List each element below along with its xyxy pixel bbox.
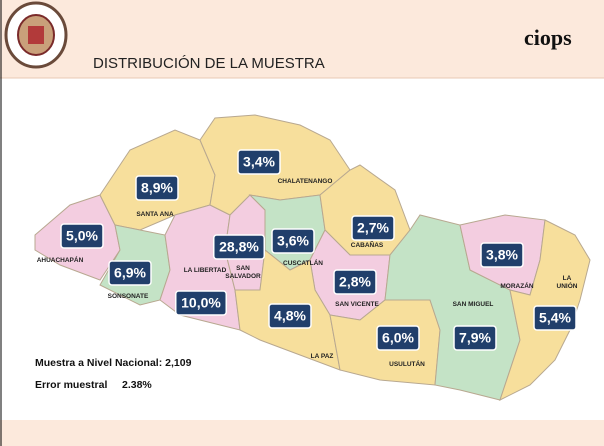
- value-box: [175, 290, 227, 316]
- brand-logo: ciops: [524, 25, 572, 50]
- department-name: AHUACHAPÁN: [37, 255, 84, 264]
- value-label: 4,8%: [274, 308, 306, 324]
- value-box: [268, 303, 312, 329]
- value-label: 28,8%: [219, 239, 259, 255]
- error-label: Error muestral: [35, 379, 107, 391]
- value-box: [60, 223, 104, 249]
- value-box: [237, 149, 281, 175]
- emblem: [4, 1, 68, 69]
- department-name: SAN MIGUEL: [453, 301, 494, 308]
- value-label: 3,4%: [243, 154, 275, 170]
- value-box: [108, 260, 152, 286]
- department-name: LA PAZ: [311, 353, 334, 360]
- value-box: [376, 325, 420, 351]
- department-labels: AHUACHAPÁN 5,0% SANTA ANA 8,9% SONSONATE 6,9%…: [37, 149, 578, 368]
- department-name: LA: [563, 275, 572, 282]
- sample-note: Muestra a Nivel Nacional: 2,109: [35, 357, 192, 369]
- department-name: SALVADOR: [225, 273, 261, 280]
- value-box: [271, 228, 315, 254]
- value-box: [333, 269, 377, 295]
- value-label: 5,4%: [539, 310, 571, 326]
- value-label: 6,0%: [382, 330, 414, 346]
- footer-band: [0, 420, 604, 446]
- value-box: [213, 234, 265, 260]
- value-box: [135, 175, 179, 201]
- department-name: CHALATENANGO: [278, 178, 333, 185]
- value-label: 3,6%: [277, 233, 309, 249]
- value-label: 10,0%: [181, 295, 221, 311]
- department-name: USULUTÁN: [389, 359, 425, 368]
- department-name: CABAÑAS: [351, 240, 384, 249]
- department-name: UNIÓN: [557, 281, 578, 290]
- department-name: MORAZÁN: [500, 281, 534, 290]
- value-box: [351, 215, 395, 241]
- value-box: [480, 242, 524, 268]
- department-name: SAN: [236, 265, 250, 272]
- value-label: 2,7%: [357, 220, 389, 236]
- value-label: 5,0%: [66, 228, 98, 244]
- department-name: LA LIBERTAD: [184, 267, 227, 274]
- value-label: 3,8%: [486, 247, 518, 263]
- value-box: [533, 305, 577, 331]
- header-band: [0, 0, 604, 78]
- department-name: SONSONATE: [108, 293, 149, 300]
- value-label: 6,9%: [114, 265, 146, 281]
- error-value: 2.38%: [122, 379, 152, 391]
- department-name: SAN VICENTE: [335, 301, 379, 308]
- department-name: CUSCATLÁN: [283, 258, 323, 267]
- title: DISTRIBUCIÓN DE LA MUESTRA: [93, 55, 325, 72]
- department-name: SANTA ANA: [136, 211, 174, 218]
- value-label: 2,8%: [339, 274, 371, 290]
- value-label: 8,9%: [141, 180, 173, 196]
- value-label: 7,9%: [459, 330, 491, 346]
- value-box: [453, 325, 497, 351]
